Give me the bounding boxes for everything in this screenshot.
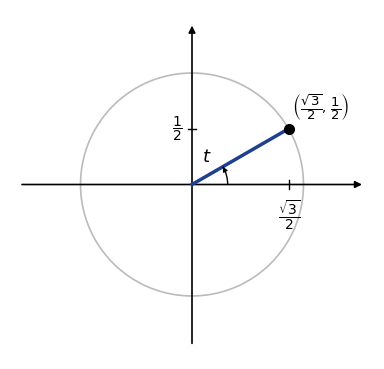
Text: $\dfrac{1}{2}$: $\dfrac{1}{2}$ [172, 115, 183, 143]
Text: $t$: $t$ [202, 148, 211, 166]
Text: $\left(\dfrac{\sqrt{3}}{2},\, \dfrac{1}{2}\right)$: $\left(\dfrac{\sqrt{3}}{2},\, \dfrac{1}{… [292, 92, 349, 122]
Text: $\dfrac{\sqrt{3}}{2}$: $\dfrac{\sqrt{3}}{2}$ [278, 199, 300, 232]
